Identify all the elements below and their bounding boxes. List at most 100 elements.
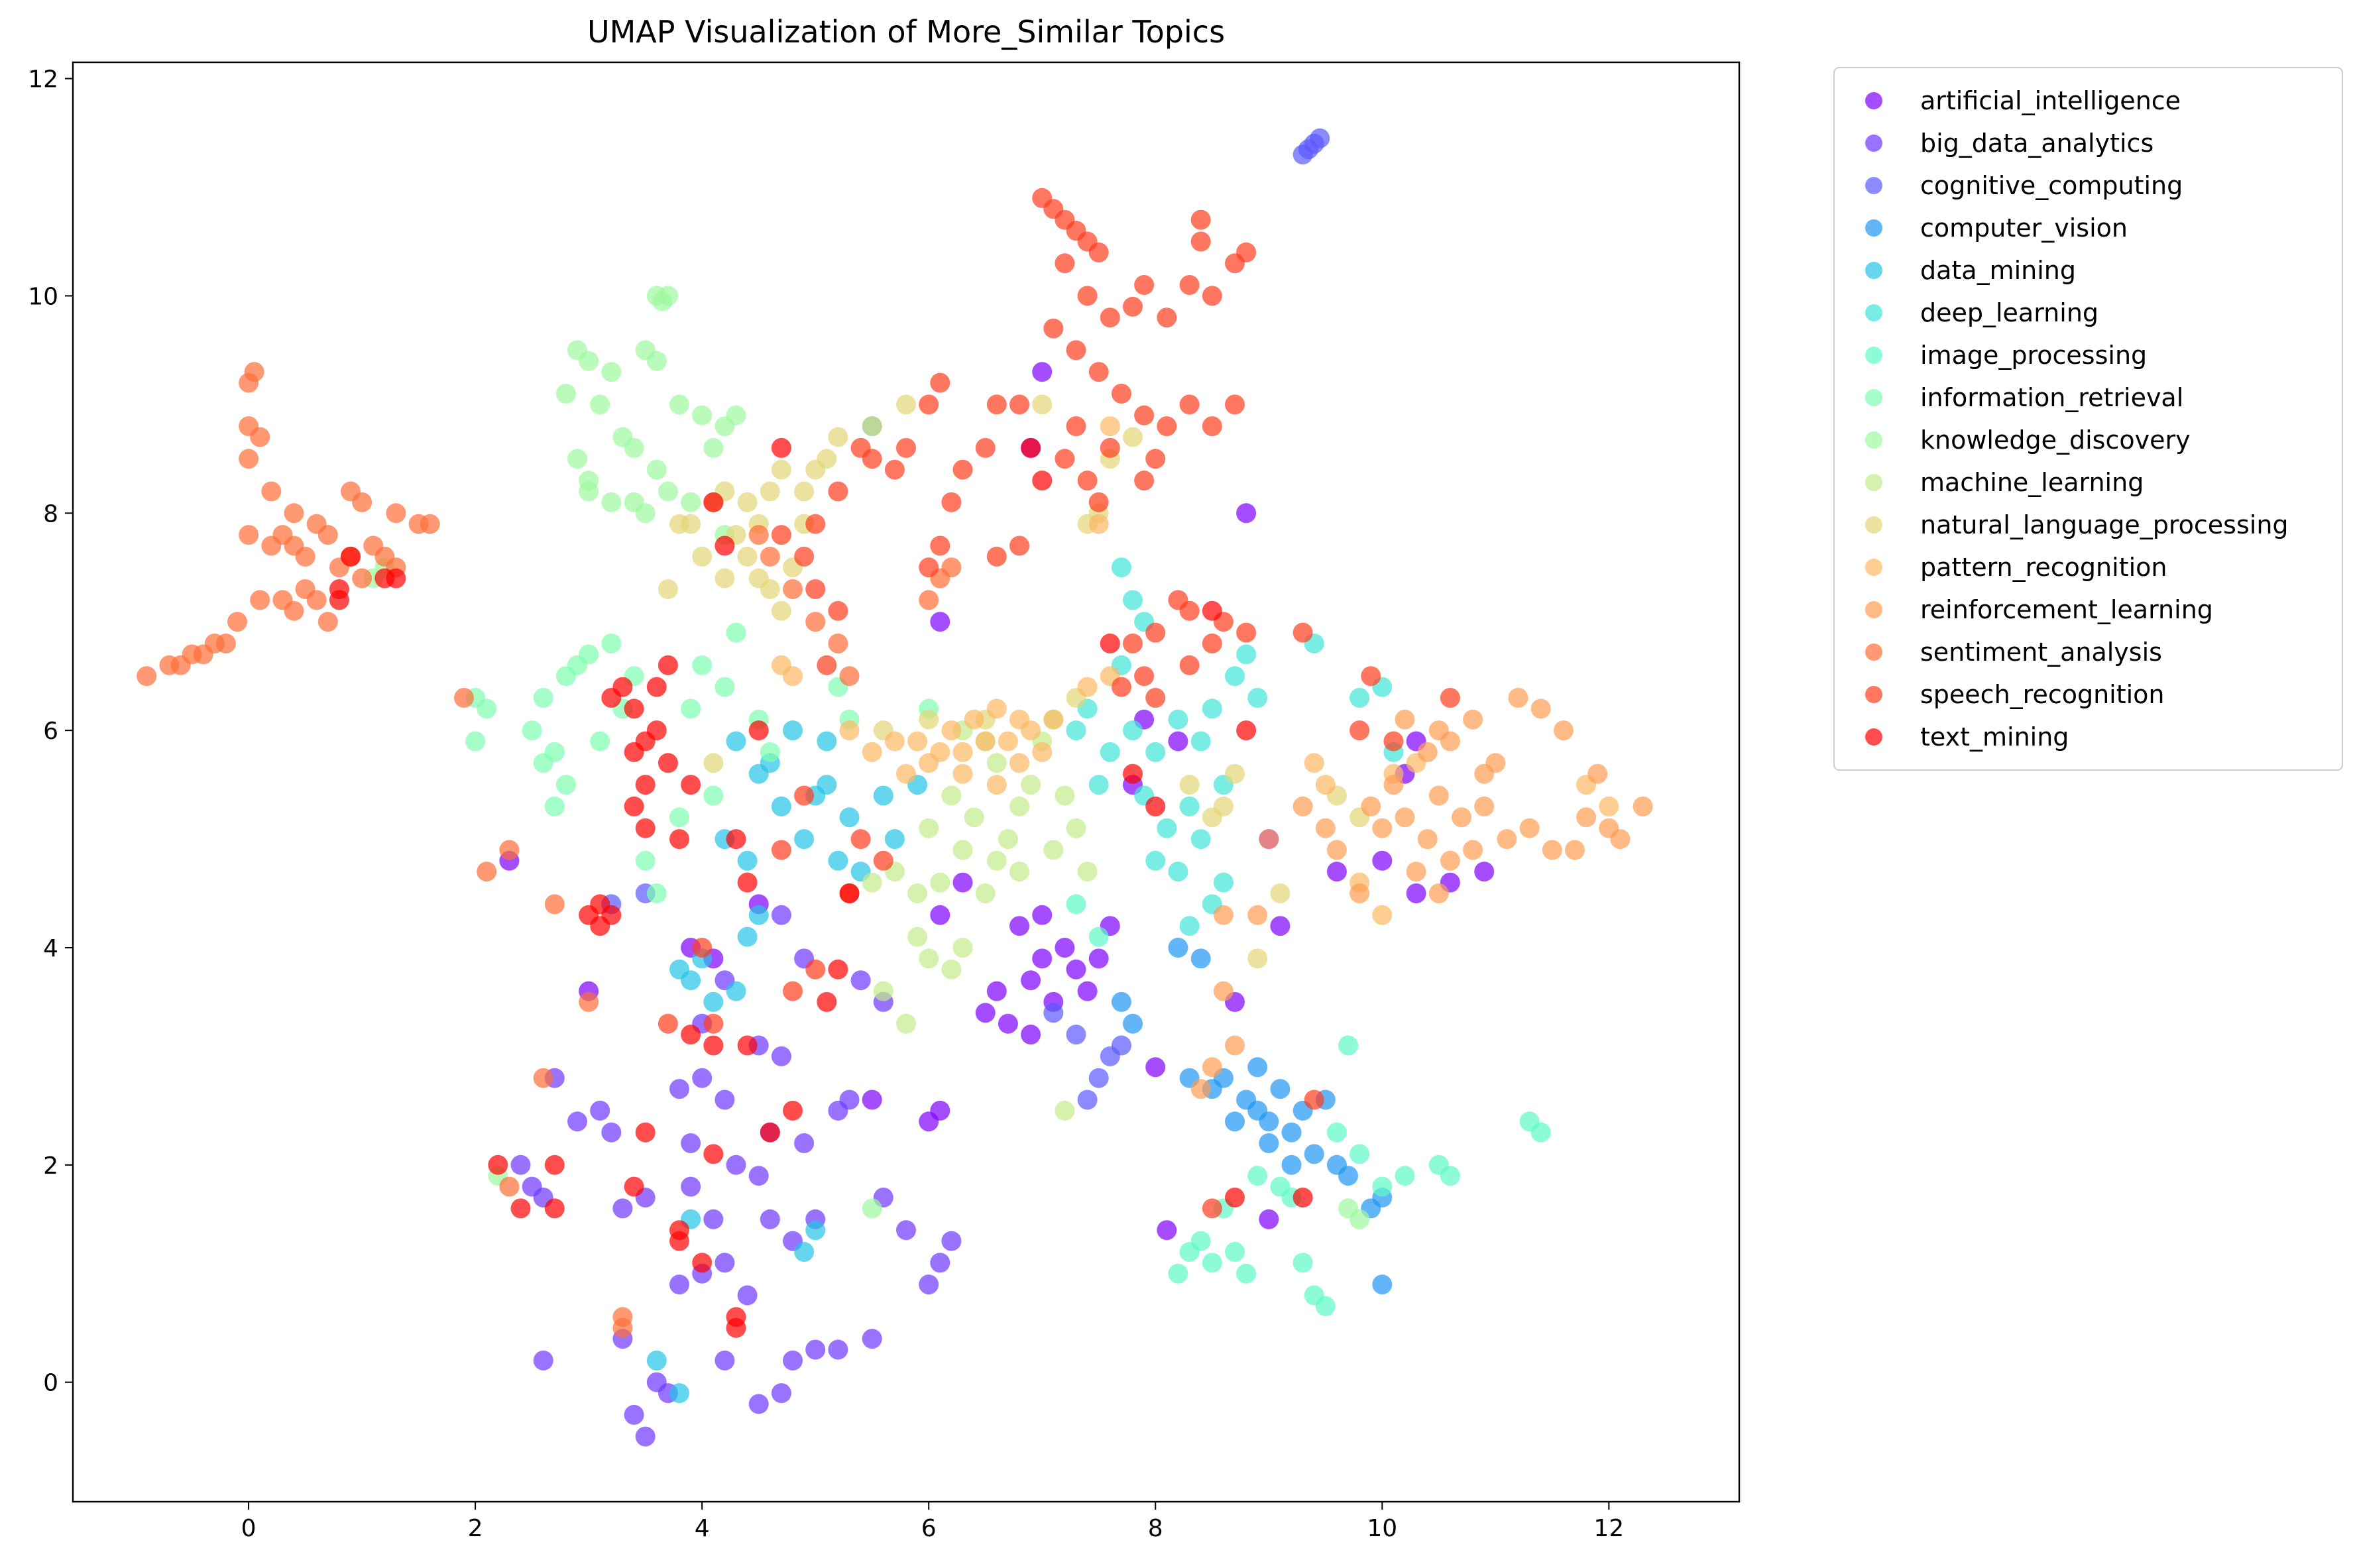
legend-label-sentiment_analysis: sentiment_analysis [1920, 638, 2162, 667]
point-computer_vision-3 [1281, 1122, 1302, 1143]
point-sentiment_analysis-39 [748, 525, 769, 545]
point-text_mining-28 [635, 1122, 656, 1143]
point-artificial_intelligence-30 [1236, 503, 1257, 524]
point-big_data_analytics-44 [748, 1166, 769, 1186]
point-sentiment_analysis-44 [839, 666, 860, 687]
point-information_retrieval-23 [703, 785, 724, 806]
point-sentiment_analysis-51 [544, 894, 565, 915]
legend-label-pattern_recognition: pattern_recognition [1920, 553, 2167, 582]
point-big_data_analytics-4 [703, 1209, 724, 1229]
point-big_data_analytics-3 [737, 1285, 758, 1306]
point-artificial_intelligence-9 [1032, 905, 1053, 925]
point-speech_recognition-45 [896, 437, 916, 458]
point-artificial_intelligence-32 [1168, 731, 1188, 752]
point-reinforcement_learning-4 [1428, 785, 1449, 806]
point-data_mining-25 [669, 1383, 689, 1404]
point-big_data_analytics-43 [681, 1176, 701, 1197]
point-knowledge_discovery-2 [601, 362, 622, 382]
y-tick-label: 4 [43, 935, 58, 962]
point-reinforcement_learning-37 [1213, 905, 1234, 925]
point-pattern_recognition-8 [896, 763, 916, 784]
point-sentiment_analysis-2 [295, 546, 316, 567]
point-reinforcement_learning-11 [1463, 840, 1483, 860]
point-data_mining-26 [794, 1242, 815, 1262]
point-image_processing-4 [1236, 1263, 1257, 1284]
plot-area-frame [72, 61, 1741, 1503]
data-points [137, 128, 1653, 1447]
point-pattern_recognition-29 [1599, 796, 1619, 816]
point-speech_recognition-30 [1088, 492, 1109, 512]
point-image_processing-5 [1292, 1253, 1313, 1273]
point-text_mining-31 [669, 1220, 689, 1241]
point-natural_language_processing-37 [1270, 883, 1291, 903]
point-speech_recognition-68 [1361, 666, 1381, 687]
point-speech_recognition-36 [975, 437, 996, 458]
point-deep_learning-10 [1145, 850, 1166, 871]
point-artificial_intelligence-41 [1259, 1209, 1279, 1229]
point-deep_learning-11 [1168, 862, 1188, 882]
point-reinforcement_learning-8 [1519, 818, 1540, 838]
y-tick-label: 12 [28, 66, 58, 93]
point-deep_learning-17 [1111, 557, 1131, 578]
x-tick-label: 2 [468, 1515, 483, 1542]
point-image_processing-8 [1372, 1176, 1393, 1197]
point-text_mining-24 [669, 829, 689, 850]
point-data_mining-24 [646, 1350, 667, 1371]
point-data_mining-16 [748, 905, 769, 925]
point-natural_language_processing-40 [703, 753, 724, 773]
point-reinforcement_learning-10 [1440, 850, 1460, 871]
legend-marker-big_data_analytics [1865, 135, 1882, 152]
point-speech_recognition-49 [828, 481, 848, 502]
point-speech_recognition-34 [986, 394, 1007, 415]
point-speech_recognition-24 [1179, 394, 1200, 415]
point-speech_recognition-37 [952, 459, 973, 480]
point-computer_vision-19 [1111, 991, 1131, 1012]
point-knowledge_discovery-8 [624, 437, 644, 458]
point-sentiment_analysis-22 [170, 655, 191, 675]
point-pattern_recognition-12 [986, 699, 1007, 719]
point-big_data_analytics-16 [783, 1350, 803, 1371]
point-reinforcement_learning-35 [1259, 829, 1279, 850]
point-big_data_analytics-45 [760, 1209, 780, 1229]
legend-label-image_processing: image_processing [1920, 341, 2147, 370]
point-sentiment_analysis-43 [828, 634, 848, 653]
point-reinforcement_learning-23 [1395, 709, 1415, 730]
point-information_retrieval-25 [646, 883, 667, 903]
point-big_data_analytics-11 [635, 1426, 656, 1447]
point-machine_learning-12 [986, 753, 1007, 773]
point-speech_recognition-70 [1383, 731, 1404, 752]
legend-marker-text_mining [1865, 728, 1882, 746]
point-speech_recognition-35 [1009, 394, 1029, 415]
point-sentiment_analysis-52 [477, 862, 497, 882]
point-speech_recognition-31 [1100, 437, 1120, 458]
point-image_processing-13 [1530, 1122, 1551, 1143]
legend-label-machine_learning: machine_learning [1920, 468, 2144, 497]
point-speech_recognition-48 [850, 437, 871, 458]
point-image_processing-19 [1168, 1263, 1188, 1284]
point-sentiment_analysis-42 [805, 612, 826, 632]
point-data_mining-15 [669, 959, 689, 980]
point-big_data_analytics-21 [522, 1176, 542, 1197]
point-natural_language_processing-33 [919, 709, 939, 730]
point-big_data_analytics-22 [510, 1154, 531, 1175]
point-speech_recognition-73 [703, 1013, 724, 1034]
legend-marker-reinforcement_learning [1865, 601, 1882, 618]
point-speech_recognition-39 [930, 535, 950, 556]
point-sentiment_analysis-17 [227, 612, 247, 632]
point-pattern_recognition-16 [839, 720, 860, 741]
legend-box [1833, 67, 2343, 771]
point-speech_recognition-27 [1066, 416, 1086, 437]
point-natural_language_processing-26 [1123, 427, 1143, 447]
point-information_retrieval-16 [692, 655, 713, 675]
point-deep_learning-0 [1123, 720, 1143, 741]
point-knowledge_discovery-30 [1338, 1198, 1358, 1219]
point-reinforcement_learning-38 [1202, 1057, 1222, 1078]
point-speech_recognition-6 [1055, 253, 1075, 274]
point-speech_recognition-51 [794, 546, 815, 567]
legend-label-knowledge_discovery: knowledge_discovery [1920, 425, 2191, 455]
point-sentiment_analysis-56 [454, 688, 474, 708]
point-big_data_analytics-38 [941, 1231, 962, 1251]
legend-marker-computer_vision [1865, 219, 1882, 237]
point-text_mining-39 [817, 991, 837, 1012]
